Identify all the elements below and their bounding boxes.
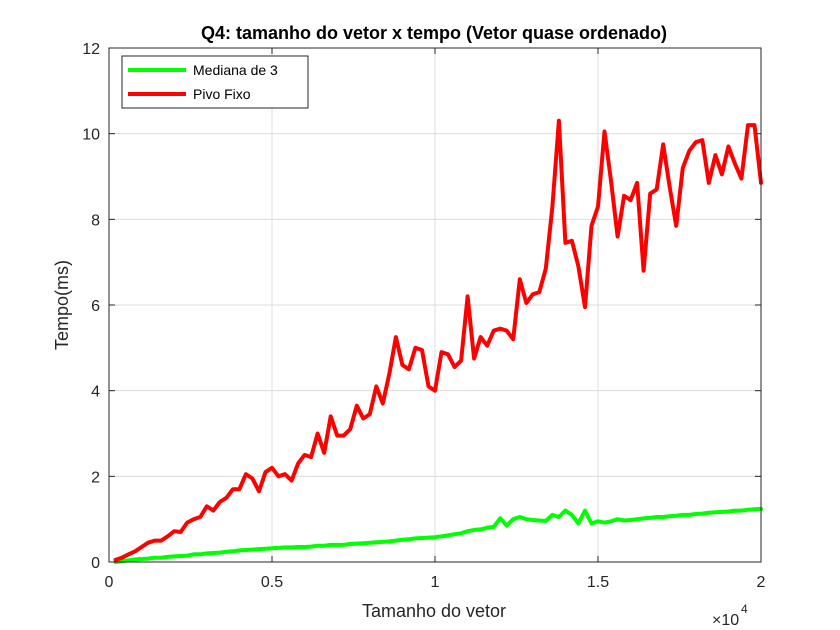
- axis-ticks: [108, 47, 762, 563]
- x-tick-label: 2: [757, 574, 766, 591]
- legend: Mediana de 3 Pivo Fixo: [121, 55, 309, 109]
- x-exponent-power: 4: [741, 602, 748, 616]
- y-axis-label: Tempo(ms): [52, 260, 72, 350]
- y-tick-label: 6: [91, 298, 100, 315]
- x-axis-exponent: ×10 4: [712, 602, 748, 629]
- tick-labels: 0 0.5 1 1.5 2 0 2 4 6 8 10 12: [82, 41, 765, 591]
- chart-title: Q4: tamanho do vetor x tempo (Vetor quas…: [201, 23, 667, 43]
- y-tick-label: 8: [91, 212, 100, 229]
- series-line-mediana-de-3: [113, 506, 763, 564]
- y-tick-label: 2: [91, 469, 100, 486]
- x-tick-label: 1: [431, 574, 440, 591]
- legend-entry-mediana: Mediana de 3: [193, 62, 278, 78]
- series-layer: [113, 118, 763, 564]
- series-line-pivo-fixo: [113, 118, 763, 562]
- y-tick-label: 4: [91, 384, 100, 401]
- x-tick-label: 1.5: [587, 574, 609, 591]
- y-tick-label: 12: [82, 41, 100, 58]
- x-axis-label: Tamanho do vetor: [362, 601, 506, 621]
- x-exponent-base: ×10: [712, 612, 739, 629]
- legend-entry-pivo-fixo: Pivo Fixo: [193, 86, 251, 102]
- y-tick-label: 10: [82, 127, 100, 144]
- y-tick-label: 0: [91, 555, 100, 572]
- legend-box: [121, 55, 309, 109]
- x-tick-label: 0: [105, 574, 114, 591]
- x-tick-label: 0.5: [261, 574, 283, 591]
